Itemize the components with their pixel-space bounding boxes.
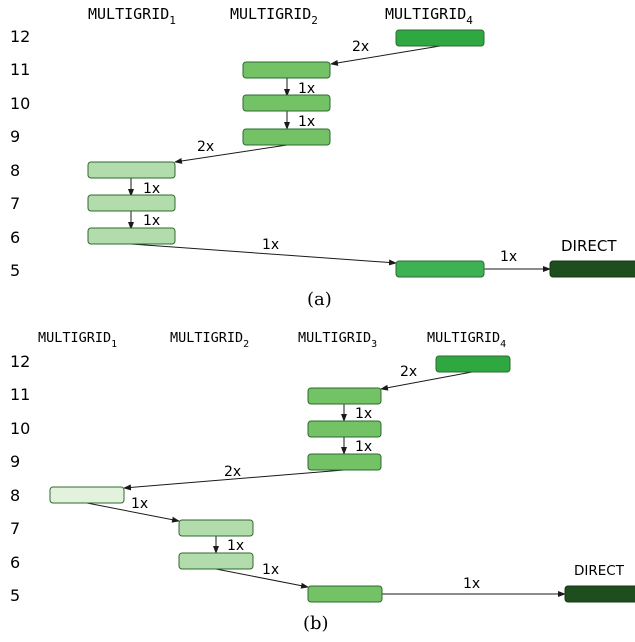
panel-a-arrow-label-1x-b: 1x (298, 114, 315, 130)
panel-b-mg3-level-11-box (307, 387, 382, 405)
panel-b-arrow-mg3-to-mg1 (123, 469, 345, 491)
panel-b-mg4-level-12-box (435, 355, 511, 373)
panel-a: MULTIGRID1 MULTIGRID2 MULTIGRID4 12 11 1… (10, 5, 635, 310)
panel-b-level-label-8: 8 (10, 486, 20, 505)
panel-a-arrow-label-2x-top: 2x (352, 39, 369, 55)
panel-a-mg2-level-9-box (242, 128, 331, 146)
panel-a-direct-label: DIRECT (561, 237, 617, 255)
panel-b-direct-label: DIRECT (574, 563, 625, 579)
panel-a-arrow-label-1x-a: 1x (298, 81, 315, 97)
panel-b-arrow-label-1x-direct: 1x (463, 576, 480, 592)
panel-b-mg2-level-6-box (178, 552, 254, 570)
panel-a-column-header-1: MULTIGRID1 (88, 5, 176, 27)
panel-a-column-header-3: MULTIGRID4 (385, 5, 473, 27)
panel-b-level-label-10: 10 (10, 419, 30, 438)
panel-b: MULTIGRID1 MULTIGRID2 MULTIGRID3 MULTIGR… (10, 330, 635, 634)
panel-b-arrow-mg2-to-mg3 (215, 568, 309, 589)
panel-a-mg4-level-5-box (395, 260, 485, 278)
panel-a-column-header-2: MULTIGRID2 (230, 5, 318, 27)
panel-a-arrow-mg2-to-mg1 (174, 144, 288, 164)
panel-b-column-header-2: MULTIGRID2 (170, 330, 249, 350)
panel-b-arrow-mg4-to-mg3 (380, 371, 473, 391)
panel-b-arrow-label-2x-top: 2x (400, 364, 417, 380)
panel-b-level-label-11: 11 (10, 385, 30, 404)
panel-a-mg1-level-7-box (87, 194, 176, 212)
panel-a-arrow-label-2x-mid: 2x (197, 139, 214, 155)
panel-b-direct-box (564, 585, 635, 603)
panel-b-mg3-level-9-box (307, 453, 382, 471)
panel-b-arrow-label-1x-c: 1x (131, 496, 148, 512)
panel-b-caption: (b) (303, 613, 329, 634)
panel-b-level-label-7: 7 (10, 519, 20, 538)
panel-a-level-label-9: 9 (10, 127, 20, 146)
panel-a-level-label-10: 10 (10, 94, 30, 113)
panel-a-mg1-level-8-box (87, 161, 176, 179)
panel-a-arrow-label-1x-c: 1x (143, 181, 160, 197)
panel-b-mg1-level-8-box (49, 486, 125, 504)
panel-b-arrow-label-2x-mid: 2x (224, 464, 241, 480)
panel-a-direct-box (549, 260, 635, 278)
panel-a-level-label-7: 7 (10, 194, 20, 213)
panel-b-level-label-9: 9 (10, 452, 20, 471)
panel-b-arrow-label-1x-e: 1x (262, 562, 279, 578)
panel-b-arrow-label-1x-a: 1x (355, 406, 372, 422)
panel-a-level-label-12: 12 (10, 27, 30, 46)
panel-a-mg2-level-11-box (242, 61, 331, 79)
panel-b-level-label-6: 6 (10, 553, 20, 572)
panel-b-column-header-1: MULTIGRID1 (38, 330, 117, 350)
panel-b-mg3-level-10-box (307, 420, 382, 438)
panel-a-level-label-5: 5 (10, 261, 20, 280)
panel-a-arrow-mg4-to-mg2 (330, 45, 441, 66)
panel-b-arrow-mg1-to-mg2 (86, 502, 180, 523)
panel-a-arrow-mg1-to-mg4 (130, 243, 397, 266)
panel-a-level-label-11: 11 (10, 60, 30, 79)
panel-b-mg3-level-5-box (307, 585, 383, 603)
panel-b-arrow-label-1x-b: 1x (355, 439, 372, 455)
panel-b-arrow-label-1x-d: 1x (227, 538, 244, 554)
panel-a-arrow-label-1x-direct: 1x (500, 249, 517, 265)
panel-a-mg2-level-10-box (242, 94, 331, 112)
panel-b-level-label-5: 5 (10, 586, 20, 605)
panel-a-caption: (a) (307, 289, 332, 310)
panel-a-arrow-label-1x-long: 1x (262, 237, 279, 253)
panel-a-level-label-6: 6 (10, 228, 20, 247)
panel-b-mg2-level-7-box (178, 519, 254, 537)
panel-a-arrow-label-1x-d: 1x (143, 213, 160, 229)
panel-a-level-label-8: 8 (10, 161, 20, 180)
panel-a-mg4-level-12-box (395, 29, 485, 47)
panel-b-column-header-3: MULTIGRID3 (298, 330, 377, 350)
panel-a-mg1-level-6-box (87, 227, 176, 245)
panel-b-level-label-12: 12 (10, 352, 30, 371)
panel-b-column-header-4: MULTIGRID4 (427, 330, 506, 350)
